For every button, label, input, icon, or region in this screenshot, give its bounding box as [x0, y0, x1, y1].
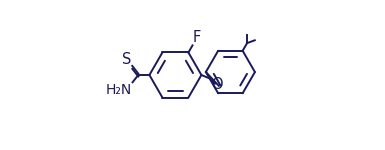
- Text: S: S: [122, 52, 131, 67]
- Text: F: F: [193, 30, 201, 45]
- Text: H₂N: H₂N: [105, 83, 132, 97]
- Text: O: O: [211, 77, 223, 92]
